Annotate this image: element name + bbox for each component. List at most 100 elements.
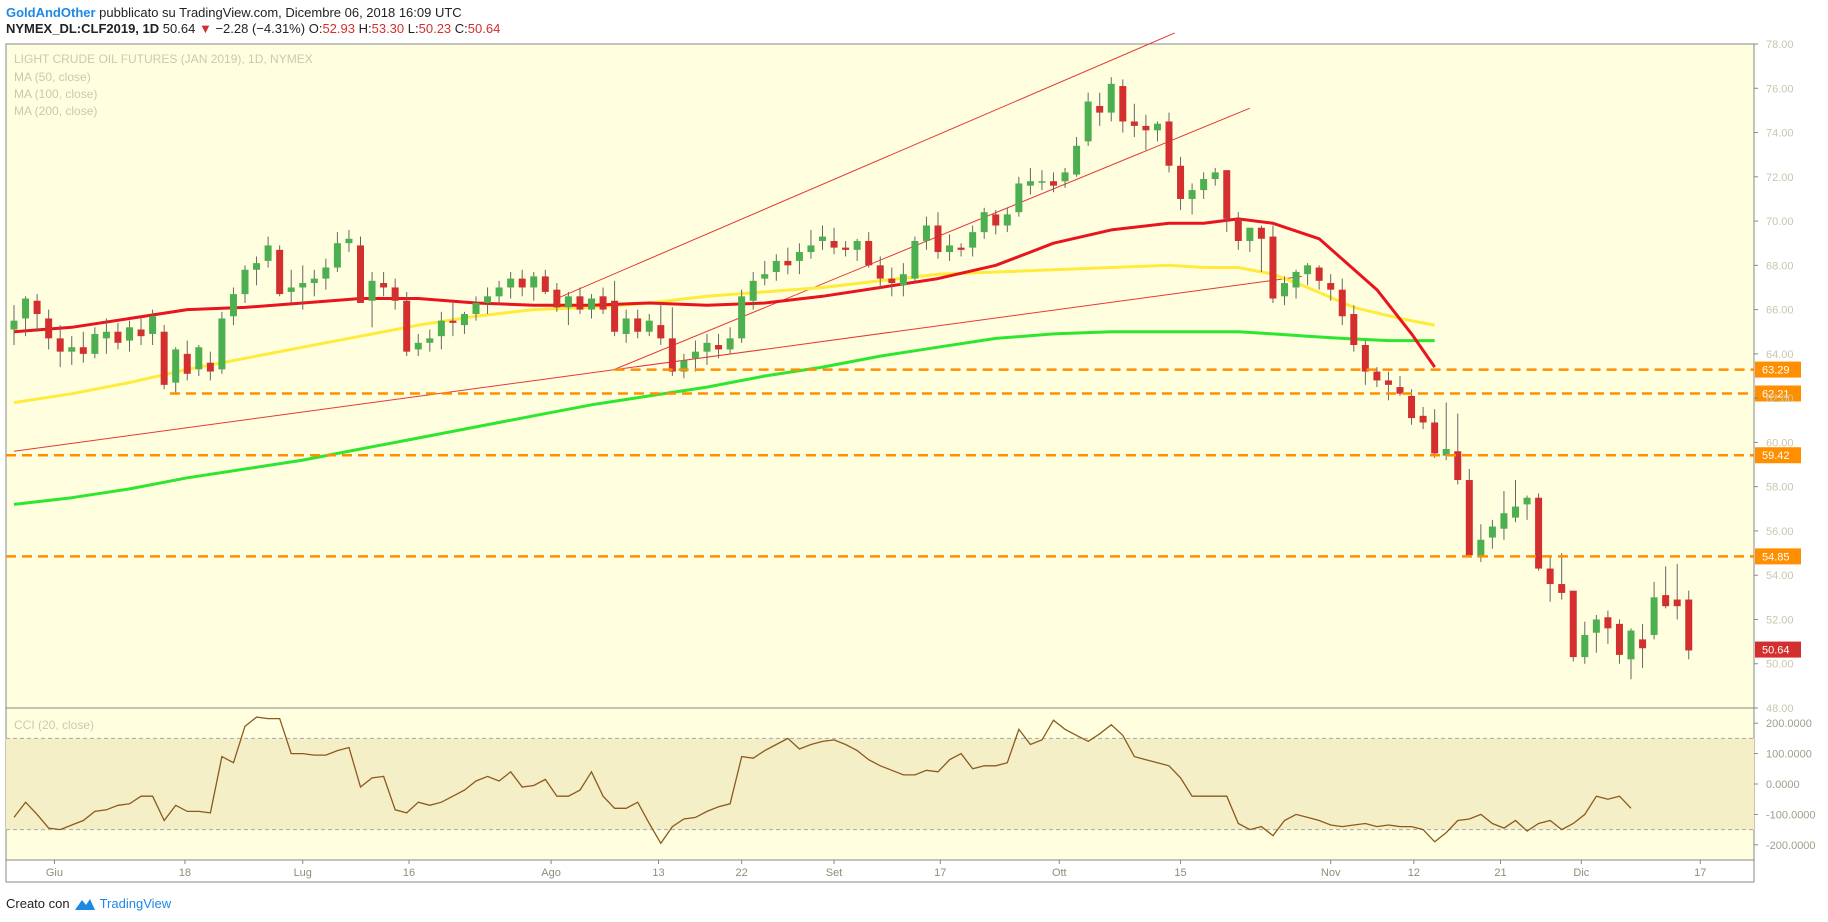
candle-body[interactable] bbox=[1581, 634, 1589, 658]
candle-body[interactable] bbox=[472, 302, 480, 315]
candle[interactable] bbox=[576, 287, 584, 315]
candle-body[interactable] bbox=[137, 329, 145, 337]
candle-body[interactable] bbox=[680, 360, 688, 372]
candle[interactable] bbox=[472, 296, 480, 321]
candle-body[interactable] bbox=[645, 320, 653, 332]
candle[interactable] bbox=[114, 322, 122, 350]
candle[interactable] bbox=[645, 314, 653, 337]
candle-body[interactable] bbox=[634, 318, 642, 332]
candle[interactable] bbox=[668, 307, 676, 376]
candle[interactable] bbox=[414, 333, 422, 357]
candle[interactable] bbox=[1142, 114, 1150, 151]
candle[interactable] bbox=[1431, 409, 1439, 458]
trend-line[interactable] bbox=[13, 275, 1302, 452]
candle[interactable] bbox=[1257, 225, 1265, 272]
candle[interactable] bbox=[126, 320, 133, 352]
candle-body[interactable] bbox=[738, 296, 746, 339]
candle-body[interactable] bbox=[1662, 595, 1670, 607]
candle-body[interactable] bbox=[322, 267, 330, 279]
candle[interactable] bbox=[1419, 406, 1427, 430]
candle[interactable] bbox=[1003, 207, 1011, 233]
candle-body[interactable] bbox=[1211, 172, 1219, 180]
candle[interactable] bbox=[460, 311, 468, 334]
candle[interactable] bbox=[229, 287, 237, 326]
candle-body[interactable] bbox=[1107, 83, 1115, 113]
candle[interactable] bbox=[1500, 491, 1508, 540]
candle-body[interactable] bbox=[553, 289, 561, 308]
candle[interactable] bbox=[310, 269, 318, 297]
candle[interactable] bbox=[253, 256, 261, 286]
candle[interactable] bbox=[842, 240, 850, 257]
candle[interactable] bbox=[691, 340, 699, 372]
candle[interactable] bbox=[992, 210, 1000, 235]
candle[interactable] bbox=[853, 238, 861, 261]
trend-lines[interactable] bbox=[13, 32, 1302, 452]
candle-body[interactable] bbox=[1361, 345, 1369, 372]
candle-body[interactable] bbox=[1234, 218, 1242, 241]
candle-body[interactable] bbox=[922, 225, 930, 241]
candle-body[interactable] bbox=[484, 296, 492, 303]
candle[interactable] bbox=[807, 229, 815, 259]
candle-body[interactable] bbox=[1454, 451, 1462, 481]
candle-body[interactable] bbox=[1685, 599, 1693, 651]
candle[interactable] bbox=[1073, 136, 1081, 177]
candle[interactable] bbox=[980, 207, 988, 239]
candle-body[interactable] bbox=[588, 298, 595, 310]
candle-body[interactable] bbox=[1177, 165, 1185, 199]
candle-body[interactable] bbox=[622, 318, 630, 334]
candle-body[interactable] bbox=[160, 331, 168, 385]
candle-body[interactable] bbox=[368, 280, 376, 301]
candle[interactable] bbox=[22, 296, 30, 337]
candle[interactable] bbox=[1211, 167, 1219, 186]
candle[interactable] bbox=[541, 269, 549, 295]
candle-body[interactable] bbox=[1650, 597, 1658, 635]
candle-body[interactable] bbox=[102, 331, 110, 339]
candle[interactable] bbox=[969, 225, 977, 257]
candle[interactable] bbox=[403, 291, 411, 357]
candle[interactable] bbox=[1442, 402, 1450, 461]
candle[interactable] bbox=[934, 212, 942, 259]
candle-body[interactable] bbox=[1200, 179, 1208, 191]
candle-body[interactable] bbox=[22, 298, 30, 319]
candle-body[interactable] bbox=[957, 247, 965, 250]
candle-body[interactable] bbox=[1061, 172, 1069, 182]
candle-body[interactable] bbox=[772, 260, 780, 272]
candle[interactable] bbox=[1569, 590, 1577, 662]
candle-body[interactable] bbox=[1419, 415, 1427, 423]
candle[interactable] bbox=[507, 271, 515, 299]
candle-body[interactable] bbox=[969, 232, 977, 248]
candle-body[interactable] bbox=[1639, 639, 1647, 649]
candle[interactable] bbox=[657, 302, 665, 346]
candle-body[interactable] bbox=[1523, 497, 1531, 505]
candle[interactable] bbox=[172, 347, 180, 394]
candle-body[interactable] bbox=[1165, 121, 1173, 166]
candle-body[interactable] bbox=[391, 287, 399, 301]
candle[interactable] bbox=[241, 265, 249, 303]
candle[interactable] bbox=[1535, 493, 1543, 571]
candle-body[interactable] bbox=[1604, 617, 1612, 629]
candle[interactable] bbox=[1454, 413, 1462, 485]
candle[interactable] bbox=[495, 280, 503, 306]
candle[interactable] bbox=[1165, 112, 1173, 173]
candle-body[interactable] bbox=[576, 296, 584, 310]
candle-body[interactable] bbox=[253, 263, 261, 270]
candle-body[interactable] bbox=[414, 342, 422, 350]
candle-body[interactable] bbox=[1003, 214, 1011, 226]
candle[interactable] bbox=[1246, 227, 1254, 253]
candle[interactable] bbox=[1384, 371, 1392, 401]
candle-body[interactable] bbox=[830, 240, 838, 248]
candle-body[interactable] bbox=[611, 300, 619, 332]
candle[interactable] bbox=[946, 234, 954, 261]
candle-body[interactable] bbox=[1015, 183, 1023, 213]
candle[interactable] bbox=[1188, 183, 1196, 215]
candle-body[interactable] bbox=[865, 240, 873, 266]
candle[interactable] bbox=[1269, 225, 1277, 303]
candle-body[interactable] bbox=[183, 353, 191, 374]
candle-body[interactable] bbox=[726, 338, 734, 350]
candle[interactable] bbox=[1304, 263, 1312, 286]
candle[interactable] bbox=[749, 271, 757, 310]
candle[interactable] bbox=[1015, 176, 1023, 217]
candle[interactable] bbox=[865, 232, 873, 268]
candle-body[interactable] bbox=[946, 245, 954, 253]
candle-body[interactable] bbox=[1396, 387, 1404, 394]
